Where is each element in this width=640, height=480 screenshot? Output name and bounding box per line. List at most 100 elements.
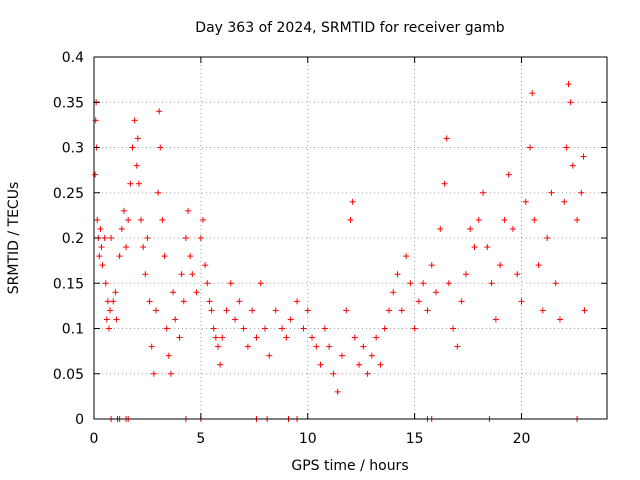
data-point bbox=[103, 316, 110, 323]
y-tick-label: 0.25 bbox=[53, 186, 84, 202]
data-point bbox=[581, 307, 588, 314]
data-point bbox=[343, 307, 350, 314]
x-tick-label: 10 bbox=[299, 431, 317, 447]
data-point bbox=[135, 180, 142, 187]
data-point bbox=[548, 189, 555, 196]
x-tick-label: 0 bbox=[90, 431, 99, 447]
data-point bbox=[134, 135, 141, 142]
data-point bbox=[125, 216, 132, 223]
data-point bbox=[110, 298, 117, 305]
tick-layer bbox=[93, 56, 607, 420]
data-point bbox=[152, 307, 159, 314]
data-point bbox=[257, 280, 264, 287]
data-point bbox=[552, 280, 559, 287]
data-point bbox=[334, 388, 341, 395]
data-point bbox=[488, 280, 495, 287]
data-point bbox=[407, 280, 414, 287]
data-point bbox=[140, 244, 147, 251]
data-point bbox=[163, 325, 170, 332]
data-point bbox=[112, 289, 119, 296]
data-point bbox=[102, 280, 109, 287]
data-point bbox=[522, 198, 529, 205]
data-point bbox=[217, 361, 224, 368]
data-point bbox=[98, 244, 105, 251]
data-point bbox=[142, 271, 149, 278]
y-tick-label: 0.05 bbox=[53, 367, 84, 383]
y-tick-label: 0.4 bbox=[62, 50, 84, 66]
data-point bbox=[223, 307, 230, 314]
data-point bbox=[232, 316, 239, 323]
tick-label-layer: 0 0.05 0.1 0.15 0.2 0.25 0.3 0.35 0.4 0 5 10 15 20 bbox=[53, 50, 531, 447]
chart-title: Day 363 of 2024, SRMTID for receiver gam… bbox=[195, 20, 505, 36]
data-point bbox=[565, 81, 572, 88]
data-point bbox=[180, 298, 187, 305]
data-point bbox=[462, 271, 469, 278]
data-point bbox=[159, 216, 166, 223]
data-point bbox=[313, 343, 320, 350]
data-point bbox=[509, 225, 516, 232]
data-point bbox=[101, 235, 108, 241]
data-point bbox=[148, 343, 155, 350]
data-point bbox=[108, 235, 115, 241]
data-point bbox=[249, 307, 256, 314]
data-point bbox=[157, 144, 164, 151]
data-point bbox=[92, 171, 99, 178]
data-point bbox=[394, 271, 401, 278]
data-point bbox=[131, 117, 138, 124]
x-tick-label: 20 bbox=[513, 431, 531, 447]
data-point bbox=[556, 316, 563, 323]
data-point bbox=[441, 180, 448, 187]
data-point bbox=[373, 334, 380, 341]
data-point bbox=[569, 162, 576, 169]
data-point bbox=[185, 207, 192, 214]
data-point bbox=[155, 189, 162, 196]
data-point bbox=[454, 343, 461, 350]
data-point bbox=[97, 225, 104, 232]
data-point bbox=[170, 289, 177, 296]
x-tick-label: 5 bbox=[196, 431, 205, 447]
data-point bbox=[360, 343, 367, 350]
data-point bbox=[450, 325, 457, 332]
data-point bbox=[364, 370, 371, 377]
data-point bbox=[411, 325, 418, 332]
data-point bbox=[321, 325, 328, 332]
data-point bbox=[309, 334, 316, 341]
data-point bbox=[475, 216, 482, 223]
data-point bbox=[480, 189, 487, 196]
data-point bbox=[567, 99, 574, 106]
data-point bbox=[144, 235, 151, 241]
data-point bbox=[161, 253, 168, 260]
data-point bbox=[514, 271, 521, 278]
data-point bbox=[266, 352, 273, 359]
data-point bbox=[317, 361, 324, 368]
data-point bbox=[99, 262, 106, 269]
y-tick-label: 0.35 bbox=[53, 95, 84, 111]
data-point bbox=[467, 225, 474, 232]
data-point bbox=[578, 189, 585, 196]
data-point bbox=[283, 334, 290, 341]
data-point bbox=[214, 343, 221, 350]
data-point bbox=[176, 334, 183, 341]
data-point bbox=[182, 235, 189, 241]
data-point bbox=[580, 153, 587, 160]
data-point bbox=[471, 244, 478, 251]
data-point bbox=[415, 298, 422, 305]
data-point bbox=[105, 325, 112, 332]
data-point bbox=[347, 216, 354, 223]
data-point bbox=[563, 144, 570, 151]
x-axis-label: GPS time / hours bbox=[291, 458, 408, 474]
data-point bbox=[129, 144, 136, 151]
data-point bbox=[219, 334, 226, 341]
data-point bbox=[156, 108, 163, 115]
data-point bbox=[150, 370, 157, 377]
data-point bbox=[518, 298, 525, 305]
data-point bbox=[356, 361, 363, 368]
data-point bbox=[561, 198, 568, 205]
data-point bbox=[96, 253, 103, 260]
data-point bbox=[294, 298, 301, 305]
y-tick-label: 0.15 bbox=[53, 276, 84, 292]
data-point bbox=[204, 280, 211, 287]
data-point bbox=[187, 253, 194, 260]
grid-layer bbox=[94, 57, 607, 419]
